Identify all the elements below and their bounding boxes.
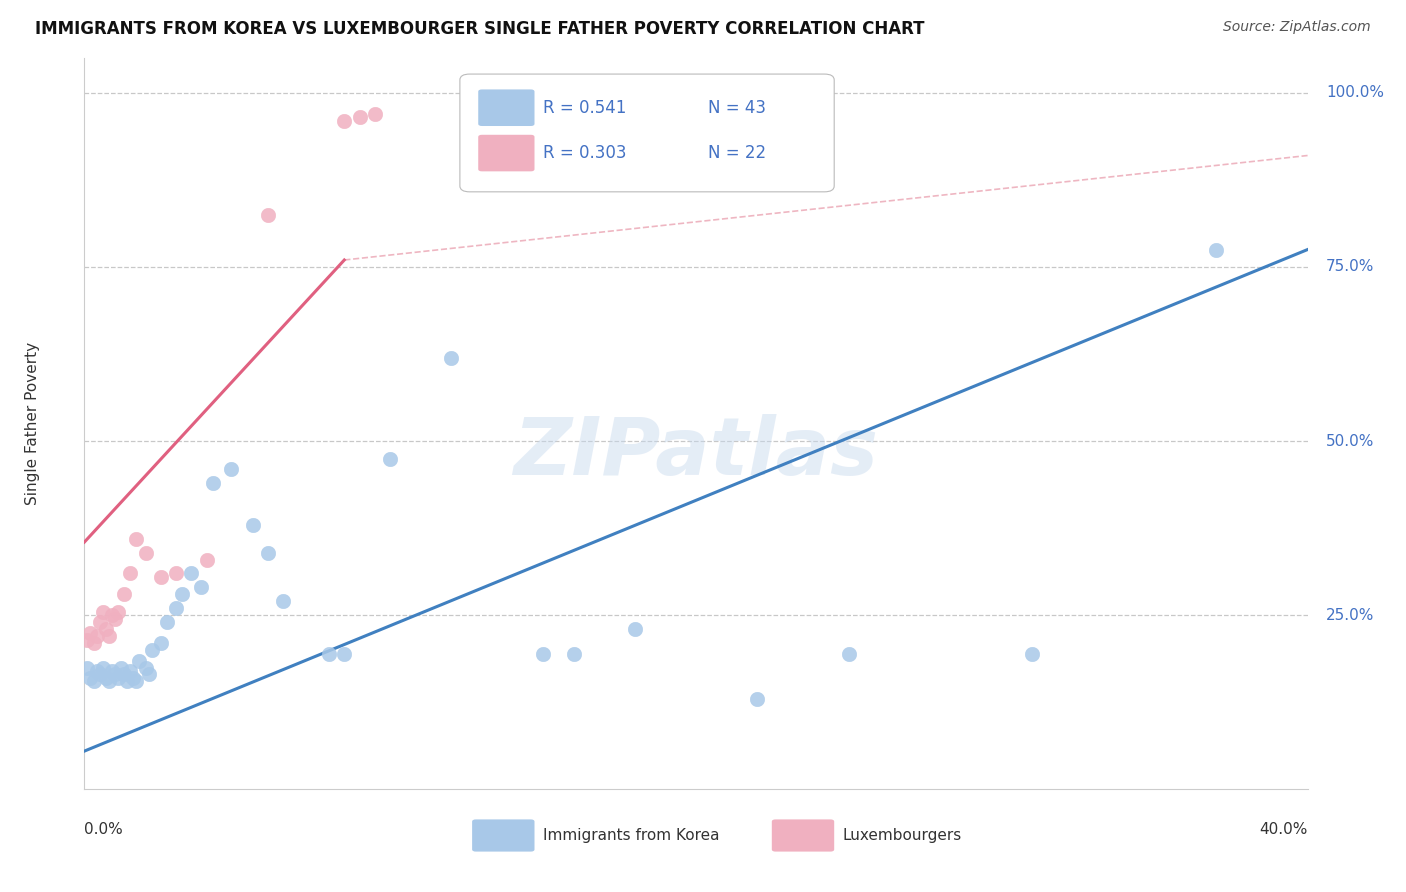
Point (1021, 647, 1043, 661)
Point (624, 622, 647, 636)
Point (135, 660, 157, 674)
Point (76, 660, 98, 674)
Text: 0.0%: 0.0% (84, 822, 124, 838)
Point (89, 615, 111, 630)
FancyBboxPatch shape (460, 74, 834, 192)
Text: Luxembourgers: Luxembourgers (842, 828, 962, 843)
Point (380, 451, 402, 466)
Point (195, 552, 218, 566)
Point (107, 605, 129, 619)
Point (94, 622, 117, 636)
Point (91, 605, 114, 619)
Point (125, 674, 148, 689)
Text: 100.0%: 100.0% (1326, 86, 1384, 100)
Point (156, 615, 179, 630)
Point (135, 545, 157, 559)
Text: ZIPatlas: ZIPatlas (513, 414, 879, 492)
FancyBboxPatch shape (472, 820, 534, 852)
Point (562, 647, 585, 661)
Text: Immigrants from Korea: Immigrants from Korea (543, 828, 720, 843)
Point (149, 636, 172, 650)
Point (79, 625, 101, 640)
Point (440, 351, 463, 365)
Text: N = 22: N = 22 (709, 145, 766, 162)
FancyBboxPatch shape (478, 89, 534, 126)
FancyBboxPatch shape (478, 135, 534, 171)
Point (1205, 243, 1227, 257)
Point (201, 475, 224, 490)
Text: 40.0%: 40.0% (1260, 822, 1308, 838)
Point (242, 517, 264, 532)
Point (271, 594, 294, 608)
Point (97, 674, 120, 689)
Point (86, 664, 108, 678)
Point (101, 608, 124, 623)
Point (107, 671, 129, 685)
Point (141, 643, 163, 657)
FancyBboxPatch shape (772, 820, 834, 852)
Point (83, 674, 105, 689)
Point (149, 570, 172, 584)
Point (112, 587, 135, 601)
Text: 75.0%: 75.0% (1326, 260, 1374, 275)
Point (91, 660, 114, 674)
Text: IMMIGRANTS FROM KOREA VS LUXEMBOURGER SINGLE FATHER POVERTY CORRELATION CHART: IMMIGRANTS FROM KOREA VS LUXEMBOURGER SI… (35, 20, 925, 37)
Point (349, 110, 371, 124)
Point (83, 636, 105, 650)
Point (190, 581, 212, 595)
Point (364, 106, 387, 120)
Point (318, 647, 340, 661)
Point (120, 664, 142, 678)
Point (180, 566, 202, 581)
Text: 25.0%: 25.0% (1326, 607, 1374, 623)
Point (747, 691, 769, 706)
Point (110, 660, 132, 674)
Point (172, 587, 194, 601)
Text: R = 0.541: R = 0.541 (543, 99, 627, 117)
Point (257, 545, 280, 559)
Point (531, 647, 554, 661)
Point (333, 647, 356, 661)
Point (112, 667, 135, 681)
Point (89, 667, 111, 681)
Point (104, 612, 127, 626)
Point (333, 113, 356, 128)
Point (79, 671, 101, 685)
Text: R = 0.303: R = 0.303 (543, 145, 627, 162)
Point (257, 208, 280, 222)
Point (128, 654, 150, 668)
Point (76, 632, 98, 647)
Text: Single Father Poverty: Single Father Poverty (25, 343, 41, 505)
Point (138, 667, 160, 681)
Point (122, 671, 145, 685)
Point (219, 462, 242, 476)
Point (120, 566, 142, 581)
Point (165, 601, 187, 615)
Point (94, 671, 117, 685)
Point (104, 667, 127, 681)
Point (165, 566, 187, 581)
Point (86, 629, 108, 643)
Point (97, 629, 120, 643)
Point (838, 647, 860, 661)
Text: Source: ZipAtlas.com: Source: ZipAtlas.com (1223, 20, 1371, 34)
Text: N = 43: N = 43 (709, 99, 766, 117)
Point (115, 674, 138, 689)
Point (101, 664, 124, 678)
Point (125, 532, 148, 546)
Text: 50.0%: 50.0% (1326, 434, 1374, 449)
